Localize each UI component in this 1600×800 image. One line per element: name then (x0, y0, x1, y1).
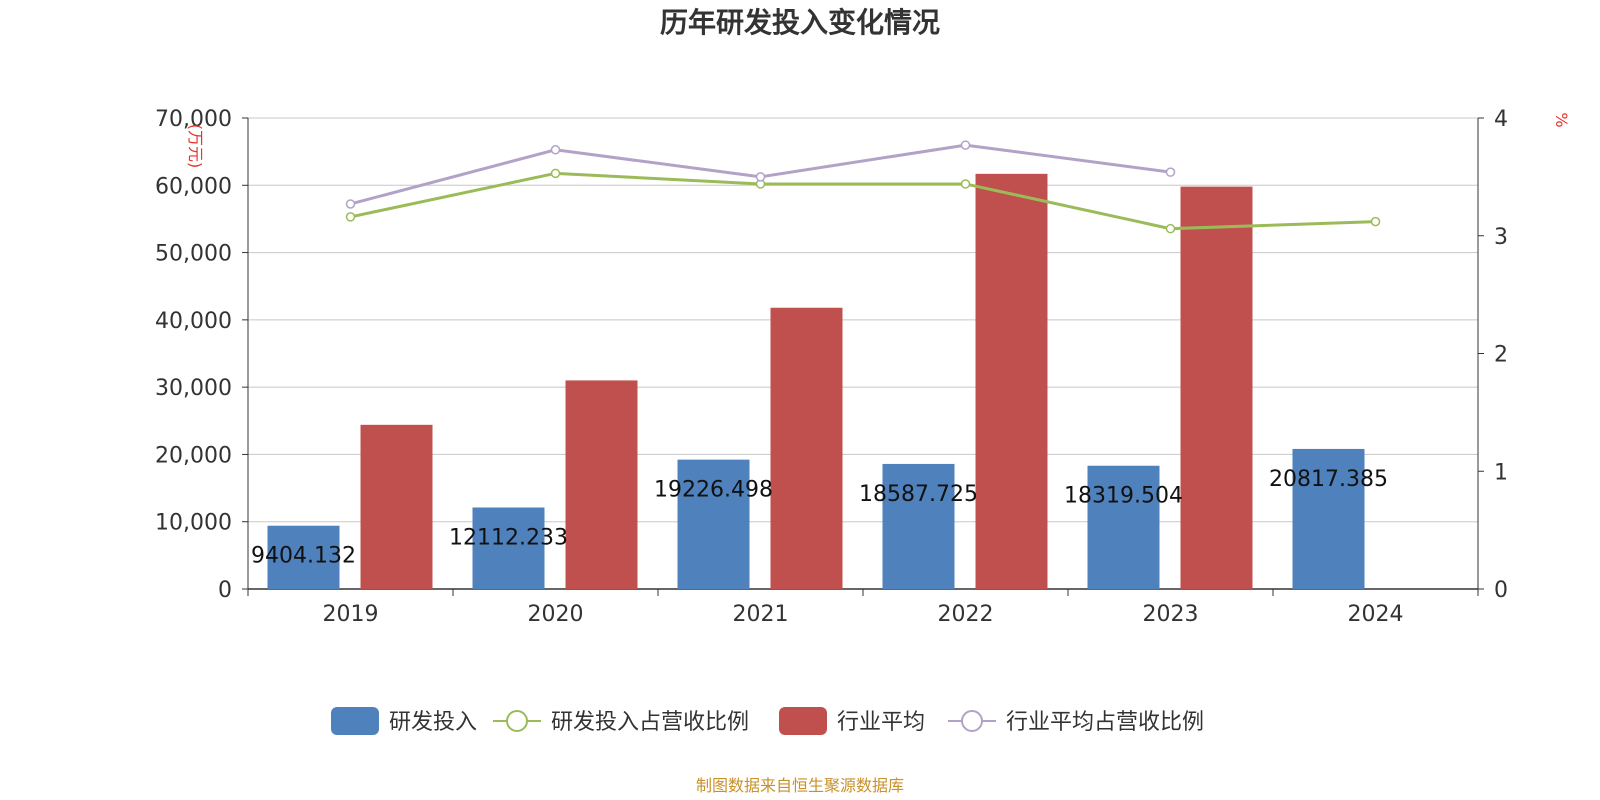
right-tick-label: 3 (1494, 225, 1508, 250)
left-tick-label: 10,000 (155, 511, 232, 536)
line-rd-ratio (350, 171, 1376, 231)
left-tick-label: 70,000 (155, 107, 232, 132)
x-tick-label: 2021 (733, 602, 789, 627)
line-point (1165, 223, 1176, 234)
line-point (345, 199, 356, 209)
left-tick-label: 40,000 (155, 309, 232, 334)
bar-rd-investment (1292, 448, 1365, 589)
x-tick-label: 2019 (323, 602, 379, 627)
left-tick-label: 0 (218, 578, 232, 603)
line-point (960, 140, 971, 150)
bar-rd-investment (1087, 465, 1160, 589)
bar-industry-average (975, 173, 1048, 589)
bar-rd-investment (472, 507, 545, 589)
legend-swatch-marker[interactable] (961, 710, 983, 732)
left-axis-unit: (万元) (186, 124, 205, 169)
legend-label[interactable]: 行业平均 (837, 710, 925, 735)
right-axis-unit: % (1552, 112, 1571, 127)
bar-data-label: 12112.233 (449, 526, 568, 551)
right-tick-label: 4 (1494, 107, 1508, 132)
bars (267, 173, 1365, 590)
lines (345, 140, 1381, 234)
line-point (1370, 216, 1381, 227)
bar-industry-average (565, 380, 638, 589)
line-point (345, 212, 356, 222)
x-tick-label: 2020 (528, 602, 584, 627)
legend-label[interactable]: 研发投入占营收比例 (551, 710, 749, 735)
left-tick-label: 20,000 (155, 443, 232, 468)
legend-swatch-bar[interactable] (331, 707, 379, 735)
left-tick-label: 30,000 (155, 376, 232, 401)
line-point (550, 168, 561, 179)
line-point (755, 172, 766, 182)
left-tick-label: 50,000 (155, 242, 232, 267)
x-tick-label: 2023 (1143, 602, 1199, 627)
line-point (550, 145, 561, 155)
data-labels: 9404.132 12112.233 19226.498 18587.725 18319… (251, 467, 1388, 569)
left-tick-label: 60,000 (155, 174, 232, 199)
legend[interactable]: 研发投入 研发投入占营收比例 行业平均 行业平均占营收比例 (331, 707, 1204, 735)
line-point (1165, 167, 1176, 177)
bar-data-label: 19226.498 (654, 478, 773, 503)
bar-data-label: 18319.504 (1064, 484, 1183, 509)
bar-data-label: 18587.725 (859, 482, 978, 507)
legend-swatch-bar[interactable] (779, 707, 827, 735)
bar-data-label: 9404.132 (251, 544, 356, 569)
x-tick-label: 2024 (1348, 602, 1404, 627)
right-tick-label: 2 (1494, 343, 1508, 368)
chart-title: 历年研发投入变化情况 (660, 6, 940, 39)
bar-rd-investment (882, 463, 955, 589)
x-tick-label: 2022 (938, 602, 994, 627)
legend-label[interactable]: 研发投入 (389, 710, 477, 735)
line-point (960, 179, 971, 189)
right-tick-label: 0 (1494, 578, 1508, 603)
bar-rd-investment (267, 525, 340, 589)
bar-industry-average (360, 424, 433, 589)
bar-rd-investment (677, 459, 750, 589)
right-tick-label: 1 (1494, 460, 1508, 485)
bar-industry-average (770, 307, 843, 589)
bar-data-label: 20817.385 (1269, 467, 1388, 492)
axes: 0 10,000 20,000 30,000 40,000 50,000 60,000 70,… (155, 107, 1571, 627)
source-note: 制图数据来自恒生聚源数据库 (696, 776, 904, 795)
legend-label[interactable]: 行业平均占营收比例 (1006, 710, 1204, 735)
legend-swatch-marker[interactable] (506, 710, 528, 732)
bar-industry-average (1180, 186, 1253, 590)
